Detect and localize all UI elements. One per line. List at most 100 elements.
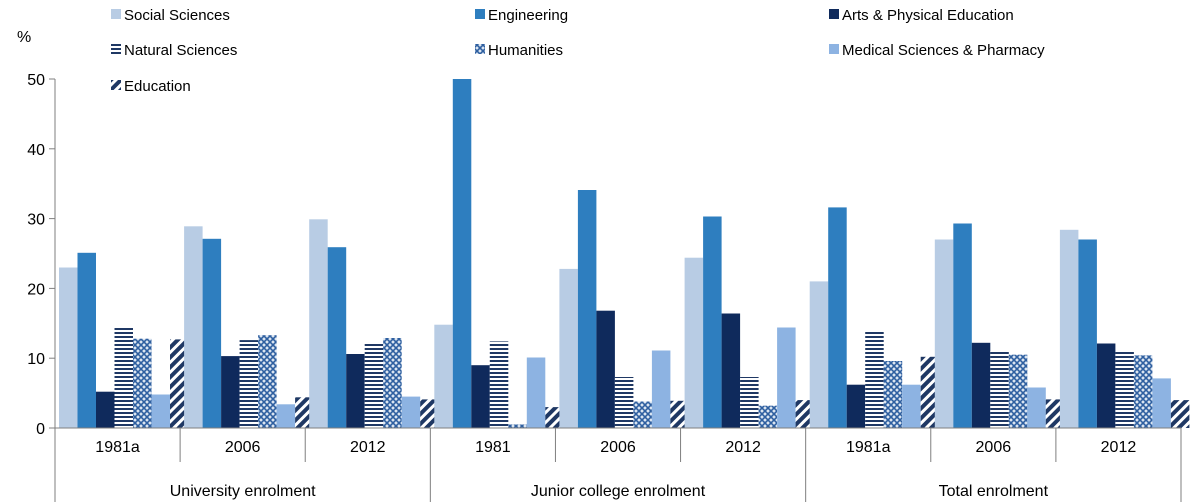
bar-education-2 (420, 399, 439, 428)
x-tick-label: 2012 (350, 439, 386, 456)
bar-natural-sciences-3 (489, 341, 509, 428)
bar-arts-physical-education-3 (471, 365, 490, 428)
legend: Social Sciences Engineering Arts & Physica… (111, 7, 1045, 95)
legend-swatch (111, 80, 121, 90)
bar-humanities-4 (633, 401, 652, 428)
legend-label: Social Sciences (124, 7, 230, 24)
bar-medical-sciences-pharmacy-2 (401, 396, 421, 428)
bar-social-sciences-4 (559, 268, 578, 428)
bar-arts-physical-education-7 (971, 342, 991, 428)
bar-natural-sciences-4 (614, 377, 634, 428)
bar-arts-physical-education-8 (1096, 343, 1116, 428)
x-group-label: University enrolment (170, 483, 316, 500)
bar-engineering-1 (202, 238, 222, 428)
legend-swatch (475, 44, 485, 54)
bar-engineering-4 (577, 190, 597, 428)
bar-humanities-3 (508, 424, 527, 428)
y-tick-label: 30 (27, 212, 45, 229)
bar-natural-sciences-7 (990, 351, 1009, 428)
bar-medical-sciences-pharmacy-6 (902, 384, 921, 428)
legend-label: Arts & Physical Education (842, 7, 1014, 24)
x-tick-label: 2006 (976, 439, 1012, 456)
x-tick-label: 2012 (725, 439, 761, 456)
legend-swatch (829, 9, 839, 19)
x-tick-label: 1981a (95, 439, 140, 456)
bar-humanities-2 (383, 338, 402, 428)
bar-arts-physical-education-2 (346, 354, 365, 428)
x-tick-label: 2006 (600, 439, 636, 456)
y-tick-label: 50 (27, 72, 45, 89)
bar-humanities-0 (133, 338, 152, 428)
legend-swatch (475, 9, 485, 19)
y-axis: 0 10 20 30 40 50 (27, 72, 56, 438)
bar-education-8 (1170, 400, 1190, 428)
bar-natural-sciences-8 (1115, 351, 1134, 428)
legend-label: Natural Sciences (124, 42, 237, 59)
bar-education-5 (795, 400, 815, 428)
legend-swatch (111, 44, 121, 54)
bar-social-sciences-1 (184, 226, 203, 428)
x-tick-label: 2006 (225, 439, 261, 456)
bar-education-1 (295, 397, 314, 428)
bar-natural-sciences-6 (865, 331, 884, 428)
bar-social-sciences-2 (309, 219, 328, 428)
bar-engineering-0 (77, 252, 96, 428)
bar-social-sciences-5 (684, 257, 704, 428)
bar-medical-sciences-pharmacy-7 (1027, 387, 1046, 428)
bar-natural-sciences-5 (740, 377, 759, 428)
legend-label: Education (124, 78, 191, 95)
bar-medical-sciences-pharmacy-4 (651, 350, 671, 428)
legend-swatch (829, 44, 839, 54)
bar-engineering-8 (1078, 239, 1097, 428)
bar-engineering-5 (703, 216, 722, 428)
bar-natural-sciences-1 (239, 340, 259, 428)
legend-label: Humanities (488, 42, 563, 59)
bar-engineering-6 (828, 207, 847, 428)
bar-medical-sciences-pharmacy-8 (1152, 378, 1171, 428)
bar-humanities-5 (758, 405, 778, 428)
y-tick-label: 0 (36, 421, 45, 438)
x-axis: 1981a 2006 2012 1981 2006 2012 1981a 2006 2012 Un… (54, 427, 1182, 502)
bar-humanities-6 (883, 361, 903, 428)
legend-label: Medical Sciences & Pharmacy (842, 42, 1045, 59)
bar-arts-physical-education-4 (596, 310, 615, 428)
y-axis-label: % (17, 29, 31, 46)
bar-social-sciences-0 (59, 267, 78, 428)
y-tick-label: 40 (27, 142, 45, 159)
bar-education-0 (170, 339, 189, 428)
bar-education-3 (545, 407, 564, 428)
bar-medical-sciences-pharmacy-3 (526, 357, 546, 428)
y-tick-label: 10 (27, 351, 45, 368)
bar-natural-sciences-2 (364, 342, 384, 428)
x-tick-label: 1981a (846, 439, 891, 456)
bar-arts-physical-education-0 (96, 391, 115, 428)
bar-education-4 (670, 400, 689, 428)
bar-medical-sciences-pharmacy-1 (276, 404, 296, 428)
bar-humanities-1 (258, 335, 277, 428)
legend-swatch (111, 9, 121, 19)
bar-medical-sciences-pharmacy-0 (151, 394, 170, 428)
bar-social-sciences-7 (934, 239, 954, 428)
bar-humanities-7 (1008, 354, 1028, 428)
bar-medical-sciences-pharmacy-5 (777, 327, 796, 428)
bar-engineering-2 (327, 247, 347, 428)
bar-arts-physical-education-6 (846, 384, 866, 428)
bar-humanities-8 (1133, 355, 1153, 428)
bar-social-sciences-6 (809, 281, 829, 428)
bar-engineering-7 (953, 223, 972, 428)
bar-arts-physical-education-5 (721, 313, 741, 428)
x-group-label: Junior college enrolment (531, 483, 706, 500)
x-tick-label: 2012 (1101, 439, 1137, 456)
y-tick-label: 20 (27, 281, 45, 298)
bar-engineering-3 (452, 79, 472, 428)
bar-arts-physical-education-1 (221, 356, 240, 428)
bars (59, 79, 1190, 428)
x-group-label: Total enrolment (939, 483, 1049, 500)
bar-natural-sciences-0 (114, 327, 133, 428)
bar-education-6 (920, 356, 940, 428)
x-tick-label: 1981 (475, 439, 511, 456)
legend-label: Engineering (488, 7, 568, 24)
bar-education-7 (1045, 399, 1065, 428)
bar-social-sciences-8 (1059, 229, 1079, 428)
